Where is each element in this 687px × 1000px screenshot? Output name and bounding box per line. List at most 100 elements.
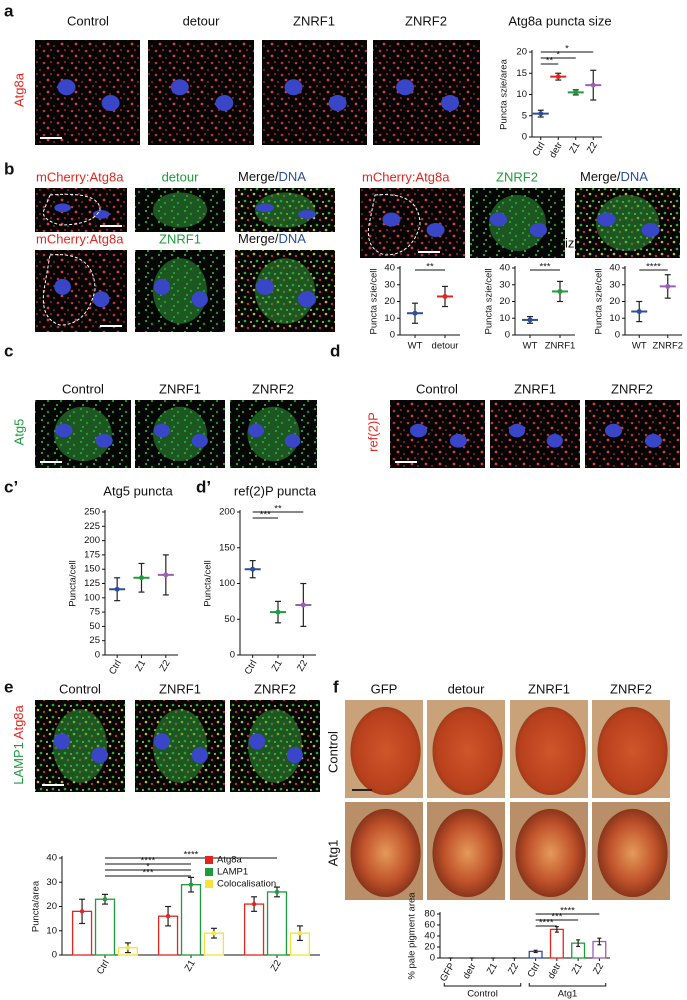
cell [153,709,207,783]
micrograph [230,700,320,792]
y-tick-label: 10 [46,925,57,936]
micrograph [235,188,335,232]
channel-label: mCherry:Atg8a [362,169,450,184]
mean-dot [251,901,257,907]
cell [248,709,302,783]
micrograph [135,700,225,792]
micrograph [373,40,480,145]
x-tick-label: Ctrl [525,961,542,979]
image-title: detour [183,13,221,28]
x-tick-label: detr [546,961,564,981]
nucleus [529,223,547,237]
y-tick-label: 60 [424,920,435,931]
y-tick-label: 40 [424,931,435,942]
micrograph [345,700,423,798]
nucleus [256,278,274,295]
outline [42,254,96,326]
row-label: Atg1 [325,840,340,867]
panel-label: b [4,159,14,178]
y-tick-label: 20 [46,901,57,912]
y-tick-label: 0 [95,650,100,661]
x-tick-label: Z2 [269,958,284,973]
nucleus [53,733,71,750]
nucleus [248,423,264,438]
chart-title: ref(2)P puncta [234,483,317,498]
nucleus [644,434,662,448]
channel-label: mCherry:Atg8a [36,231,124,246]
panel-label: c’ [4,477,18,496]
nucleus [153,423,171,438]
panel-label: d [330,341,340,360]
x-tick-label: Z2 [295,658,310,673]
micrograph [230,400,317,468]
x-tick-label: WT [632,341,647,352]
channel-label: detour [162,169,200,184]
image-title: Control [416,381,458,396]
panel-label: f [333,677,339,696]
nucleus [441,95,460,111]
nucleus [604,423,623,438]
bar [266,891,288,956]
significance-label: **** [539,918,554,929]
y-tick-label: 40 [384,263,395,274]
group-bracket [443,983,522,987]
mean-dot [636,309,642,315]
nucleus [191,747,208,764]
nucleus [508,423,526,438]
mean-dot [211,930,217,936]
significance-label: **** [141,856,156,867]
channel-label: Merge/DNA [580,169,648,184]
y-tick-label: 10 [384,313,395,324]
channel-label: Merge/DNA [238,231,306,246]
nucleus [215,95,234,111]
mean-dot [297,930,303,936]
image-title: ZNRF1 [514,381,556,396]
micrograph [135,188,225,232]
image-title: ZNRF1 [159,381,201,396]
nucleus [382,212,401,227]
nucleus [426,223,445,237]
eye [432,706,503,796]
nucleus [92,291,110,308]
significance-label: * [146,862,150,873]
y-tick-label: 10 [499,313,510,324]
x-tick-label: Z1 [567,140,582,155]
dna: DNA [278,231,306,246]
mean-dot [275,609,281,615]
mean-dot [163,572,169,578]
chart: ref(2)P puncta Puncta/cell 0 50 100 150 200 Ctr… [203,483,317,676]
stain-lamp1: LAMP1 [11,742,26,785]
cell [596,195,659,251]
cell [53,709,107,783]
nucleus [284,79,303,96]
y-axis-label: Puncta/area [31,880,42,932]
puncta [262,40,367,145]
mean-dot [102,897,108,902]
axes [239,510,316,656]
y-tick-label: 40 [46,853,57,864]
y-tick-label: 80 [424,909,435,920]
x-tick-label: ZNRF1 [545,341,576,352]
image-title: Control [67,13,109,28]
y-tick-label: 30 [609,279,620,290]
eye [350,706,421,796]
micrograph [135,250,225,332]
y-tick-label: 200 [219,507,235,518]
puncta [35,40,140,145]
bar [94,898,116,956]
legend-label: Colocalisation [217,879,276,890]
image-title: ZNRF2 [254,681,296,696]
nucleus [641,223,660,237]
micrograph [427,700,505,798]
mean-dot [590,82,596,88]
micrograph [148,40,254,145]
mean-dot [125,945,131,950]
significance-label: * [556,50,560,61]
y-axis-label: Puncta/cell [203,560,214,606]
image-title: ZNRF1 [293,13,335,28]
nucleus [170,79,189,96]
y-tick-label: 20 [384,296,395,307]
mean-dot [573,89,579,95]
micrograph [592,700,670,798]
